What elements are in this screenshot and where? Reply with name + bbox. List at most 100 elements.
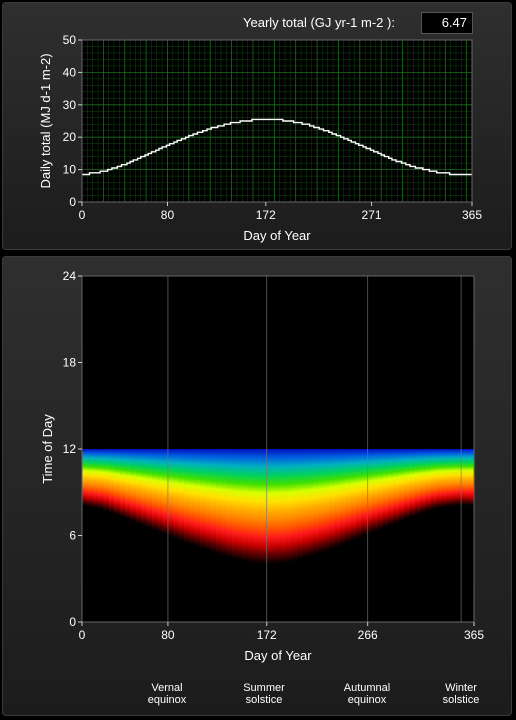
heatmap-column: [291, 449, 298, 561]
y-tick-label: 40: [63, 65, 77, 79]
y-tick-label: 0: [69, 195, 76, 209]
heatmap-column: [431, 449, 438, 510]
plot-border: [81, 39, 473, 203]
heatmap-column: [98, 449, 105, 510]
heatmap-column: [205, 449, 212, 551]
heatmap-column: [232, 449, 239, 560]
heatmap-column: [318, 449, 325, 553]
x-tick-label: 365: [464, 628, 484, 642]
heatmap-column: [296, 449, 303, 560]
series-line: [82, 118, 472, 176]
heatmap-column: [323, 449, 330, 551]
heatmap-column: [130, 449, 137, 522]
heatmap-column: [339, 449, 346, 545]
heatmap-column: [286, 449, 293, 563]
heatmap-column: [409, 449, 416, 517]
heatmap-column: [194, 449, 201, 547]
heatmap-column: [355, 449, 362, 538]
daily-total-panel: Yearly total (GJ yr-1 m-2 ): 6.47 0 80 172…: [2, 2, 512, 250]
heatmap-column: [151, 449, 158, 531]
y-tick-label: 6: [69, 529, 76, 543]
heatmap-column: [108, 449, 115, 513]
heatmap-column: [280, 449, 287, 564]
heatmap-column: [162, 449, 169, 535]
heatmap-column: [425, 449, 432, 511]
heatmap-column: [141, 449, 148, 526]
heatmap-column: [345, 449, 352, 543]
y-tick-label: 0: [69, 615, 76, 629]
x-tick-label: 0: [79, 628, 86, 642]
y-axis-label: Time of Day: [40, 414, 55, 484]
heatmap-column: [393, 449, 400, 523]
heatmap-column: [307, 449, 314, 557]
heatmap-column: [184, 449, 190, 544]
y-tick-label: 24: [63, 269, 77, 283]
y-tick-label: 12: [63, 442, 77, 456]
x-tick-label: 172: [257, 628, 277, 642]
plot-area: [82, 40, 472, 202]
heatmap-column: [329, 449, 335, 549]
heatmap-column: [382, 449, 389, 528]
heatmap-column: [312, 449, 319, 555]
heatmap-column: [210, 449, 217, 553]
x-tick-label: 365: [462, 208, 482, 222]
y-tick-label: 18: [63, 356, 77, 370]
heatmap-column: [264, 449, 271, 565]
season-line1: Autumnal: [343, 682, 391, 694]
heatmap-column: [221, 449, 228, 556]
grid: [81, 39, 473, 203]
y-tick-label: 30: [63, 98, 77, 112]
season-label-autumnal: Autumnal equinox: [332, 682, 402, 706]
heatmap-column: [226, 449, 233, 558]
y-tick-label: 10: [63, 163, 77, 177]
y-axis-label: Daily total (MJ d-1 m-2): [38, 53, 53, 188]
daily-total-chart: 0 80 172 271 365 0 10 20 30 40 50 Day of Year Daily …: [38, 33, 482, 243]
heatmap-column: [237, 449, 244, 561]
season-label-winter: Winter solstice: [426, 682, 496, 706]
heatmap-column: [92, 449, 99, 508]
heatmap-column: [119, 449, 126, 518]
x-axis-label: Day of Year: [244, 648, 312, 663]
heatmap-column: [334, 449, 341, 547]
heatmap-column: [452, 449, 459, 506]
season-line2: solstice: [245, 694, 283, 706]
heatmap-column: [350, 449, 357, 541]
heatmap-column: [248, 449, 255, 563]
heatmap-column: [189, 449, 196, 546]
heatmap-column: [216, 449, 223, 555]
heatmap-column: [135, 449, 142, 524]
x-tick-label: 266: [358, 628, 378, 642]
heatmap-column: [259, 449, 266, 564]
heatmap-column: [167, 449, 174, 537]
season-line2: solstice: [442, 694, 480, 706]
heatmap-column: [275, 449, 282, 564]
heatmap-column: [243, 449, 250, 562]
heatmap-column: [200, 449, 207, 549]
heatmap-column: [146, 449, 153, 528]
heatmap-column: [82, 449, 88, 506]
season-line1: Winter: [445, 682, 477, 694]
heatmap-column: [441, 449, 448, 508]
heatmap-column: [361, 449, 368, 536]
heatmap-column: [388, 449, 395, 526]
x-tick-label: 0: [79, 208, 86, 222]
heatmap-column: [157, 449, 164, 533]
heatmap-column: [253, 449, 260, 564]
yearly-total-label: Yearly total (GJ yr-1 m-2 ):: [243, 15, 395, 30]
season-line1: Vernal: [151, 682, 183, 694]
heatmap-column: [377, 449, 384, 530]
x-tick-label: 80: [161, 208, 175, 222]
heatmap-column: [124, 449, 131, 520]
heatmap-column: [178, 449, 185, 541]
heatmap-column: [447, 449, 454, 507]
x-tick-label: 172: [256, 208, 276, 222]
heatmap-column: [302, 449, 309, 558]
season-line1: Summer: [243, 682, 285, 694]
x-tick-label: 80: [161, 628, 175, 642]
heatmap-column: [173, 449, 180, 539]
heatmap-column: [436, 449, 443, 508]
heatmap-column: [103, 449, 110, 511]
time-of-day-panel: 0 80 172 266 365 0 6 12 18 24 Day of Year Time of D…: [2, 256, 512, 716]
x-axis-label: Day of Year: [243, 228, 311, 243]
heatmap-column: [414, 449, 421, 515]
